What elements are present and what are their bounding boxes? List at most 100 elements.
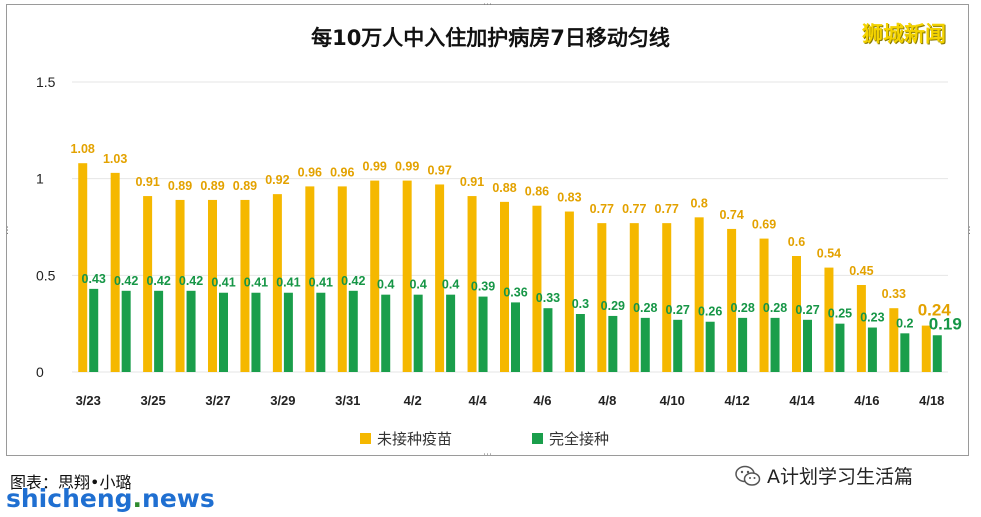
bar-vaccinated bbox=[121, 290, 131, 372]
data-label-vaccinated: 0.42 bbox=[179, 274, 203, 288]
legend-item-unvaccinated: 未接种疫苗 bbox=[360, 428, 452, 449]
x-tick-label: 4/6 bbox=[533, 393, 551, 408]
chart-title: 每10万人中入住加护病房7日移动匀线 bbox=[311, 26, 670, 50]
site-name-part: shicheng bbox=[6, 484, 133, 513]
chart-frame: ⋯ ⋯ ⋮ ⋮ bbox=[3, 0, 974, 459]
bar-unvaccinated bbox=[564, 211, 574, 372]
bar-vaccinated bbox=[543, 308, 553, 372]
bar-vaccinated bbox=[381, 294, 391, 372]
data-label-unvaccinated: 0.83 bbox=[557, 191, 581, 205]
data-label-unvaccinated: 0.77 bbox=[655, 202, 679, 216]
x-tick-label: 4/16 bbox=[854, 393, 879, 408]
bar-unvaccinated bbox=[727, 228, 737, 372]
bar-unvaccinated bbox=[305, 186, 315, 372]
data-label-vaccinated: 0.2 bbox=[896, 316, 913, 330]
bar-vaccinated bbox=[251, 292, 261, 372]
brand-logo-text: 狮城新闻 bbox=[862, 22, 946, 46]
data-label-vaccinated: 0.19 bbox=[929, 314, 962, 333]
bar-vaccinated bbox=[575, 314, 585, 372]
y-tick-label: 1 bbox=[36, 171, 44, 187]
data-label-unvaccinated: 0.74 bbox=[719, 208, 743, 222]
bar-unvaccinated bbox=[856, 285, 866, 372]
data-label-vaccinated: 0.42 bbox=[341, 274, 365, 288]
resize-handle-top[interactable]: ⋯ bbox=[483, 0, 492, 9]
resize-handle-bottom[interactable]: ⋯ bbox=[483, 449, 492, 459]
bar-unvaccinated bbox=[337, 186, 347, 372]
data-label-vaccinated: 0.28 bbox=[730, 301, 754, 315]
data-label-unvaccinated: 0.8 bbox=[690, 196, 707, 210]
bar-unvaccinated bbox=[110, 172, 120, 372]
data-label-unvaccinated: 0.45 bbox=[849, 264, 873, 278]
data-label-unvaccinated: 1.08 bbox=[71, 142, 95, 156]
data-label-unvaccinated: 0.89 bbox=[233, 179, 257, 193]
site-watermark: shicheng.news bbox=[6, 484, 215, 513]
bar-vaccinated bbox=[705, 321, 715, 372]
bar-unvaccinated bbox=[175, 199, 185, 372]
data-label-vaccinated: 0.41 bbox=[211, 276, 235, 290]
data-label-unvaccinated: 0.97 bbox=[427, 163, 451, 177]
data-label-unvaccinated: 0.77 bbox=[590, 202, 614, 216]
wechat-account: A计划学习生活篇 bbox=[735, 462, 913, 489]
legend-label-vaccinated: 完全接种 bbox=[549, 430, 610, 448]
x-tick-label: 4/8 bbox=[598, 393, 616, 408]
data-label-vaccinated: 0.39 bbox=[471, 280, 495, 294]
chart-credit: 图表：思翔•小璐 bbox=[10, 473, 132, 492]
site-tld-part: news bbox=[142, 484, 215, 513]
bar-vaccinated bbox=[803, 319, 812, 372]
resize-handle-left[interactable]: ⋮ bbox=[3, 225, 12, 235]
bar-vaccinated bbox=[835, 323, 845, 372]
bar-unvaccinated bbox=[272, 194, 282, 372]
data-label-unvaccinated: 0.88 bbox=[492, 181, 516, 195]
chart-legend: 未接种疫苗 完全接种 bbox=[360, 428, 609, 449]
data-label-unvaccinated: 0.24 bbox=[918, 301, 952, 320]
data-label-unvaccinated: 0.99 bbox=[395, 160, 419, 174]
bar-unvaccinated bbox=[921, 325, 931, 372]
data-label-unvaccinated: 0.33 bbox=[882, 287, 906, 301]
data-label-vaccinated: 0.26 bbox=[698, 305, 722, 319]
bar-vaccinated bbox=[154, 290, 164, 372]
legend-swatch-unvaccinated bbox=[360, 433, 371, 444]
data-label-vaccinated: 0.4 bbox=[377, 278, 394, 292]
bar-vaccinated bbox=[219, 292, 228, 372]
bar-unvaccinated bbox=[370, 180, 380, 372]
data-label-vaccinated: 0.42 bbox=[114, 274, 138, 288]
bar-unvaccinated bbox=[402, 180, 412, 372]
x-tick-label: 4/12 bbox=[724, 393, 749, 408]
data-label-vaccinated: 0.3 bbox=[572, 297, 589, 311]
y-tick-label: 0 bbox=[36, 364, 44, 380]
x-tick-label: 3/25 bbox=[140, 393, 165, 408]
bar-vaccinated bbox=[770, 317, 780, 372]
data-label-vaccinated: 0.41 bbox=[244, 276, 268, 290]
data-label-vaccinated: 0.28 bbox=[763, 301, 787, 315]
data-label-vaccinated: 0.4 bbox=[442, 278, 459, 292]
data-label-unvaccinated: 1.03 bbox=[103, 152, 127, 166]
bar-vaccinated bbox=[413, 294, 423, 372]
data-label-unvaccinated: 0.69 bbox=[752, 218, 776, 232]
resize-handle-right[interactable]: ⋮ bbox=[965, 225, 974, 235]
data-label-unvaccinated: 0.91 bbox=[135, 175, 159, 189]
data-label-vaccinated: 0.4 bbox=[409, 278, 426, 292]
bar-unvaccinated bbox=[662, 223, 672, 372]
bar-unvaccinated bbox=[78, 163, 88, 372]
bar-unvaccinated bbox=[532, 205, 542, 372]
bar-vaccinated bbox=[738, 317, 748, 372]
bar-unvaccinated bbox=[500, 201, 509, 372]
legend-label-unvaccinated: 未接种疫苗 bbox=[377, 430, 453, 448]
site-dot: . bbox=[132, 484, 143, 513]
data-label-vaccinated: 0.29 bbox=[601, 299, 625, 313]
bar-vaccinated bbox=[186, 290, 196, 372]
y-tick-label: 1.5 bbox=[36, 74, 56, 90]
bar-unvaccinated bbox=[629, 223, 639, 372]
x-tick-label: 3/31 bbox=[335, 393, 360, 408]
bar-vaccinated bbox=[511, 302, 520, 372]
data-label-unvaccinated: 0.92 bbox=[265, 173, 289, 187]
bar-unvaccinated bbox=[143, 196, 153, 372]
x-tick-label: 3/23 bbox=[76, 393, 101, 408]
bar-unvaccinated bbox=[208, 199, 217, 372]
data-label-vaccinated: 0.28 bbox=[633, 301, 657, 315]
x-tick-label: 4/14 bbox=[789, 393, 815, 408]
x-tick-label: 3/27 bbox=[205, 393, 230, 408]
bar-vaccinated bbox=[348, 290, 358, 372]
data-label-vaccinated: 0.27 bbox=[666, 303, 690, 317]
